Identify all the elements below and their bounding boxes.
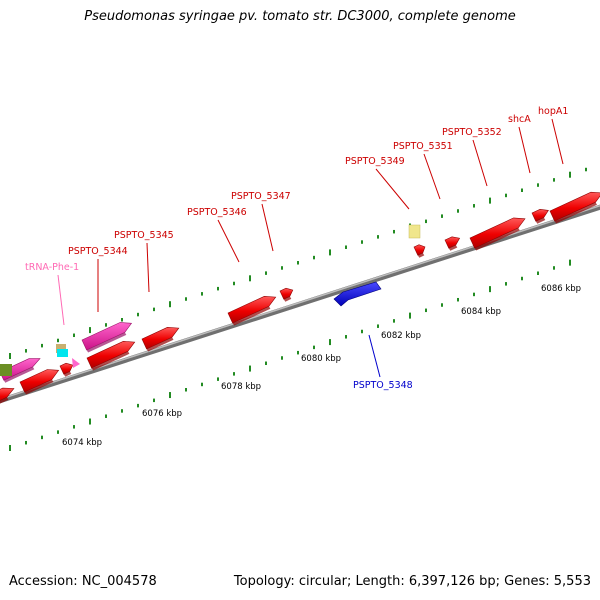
gene-label-pspto-5349[interactable]: PSPTO_5349: [345, 156, 405, 167]
gene-label-hopa1-leader: [551, 118, 564, 165]
misc-feature[interactable]: [0, 364, 12, 376]
gene-label-pspto-5344[interactable]: PSPTO_5344: [68, 246, 128, 257]
cds-feature-pspto-5349[interactable]: [413, 244, 426, 258]
cds-feature[interactable]: [59, 362, 74, 377]
gene-label-pspto-5351-leader: [423, 153, 441, 200]
misc-feature[interactable]: [57, 349, 68, 357]
cds-feature-hopa1[interactable]: [549, 191, 600, 224]
gene-label-pspto-5346[interactable]: PSPTO_5346: [187, 207, 247, 218]
gene-label-pspto-5351[interactable]: PSPTO_5351: [393, 141, 453, 152]
tick-layer: [9, 167, 587, 451]
gene-label-shca[interactable]: shcA: [508, 114, 531, 125]
genome-title: Pseudomonas syringae pv. tomato str. DC3…: [84, 9, 516, 24]
feature-layer: [0, 191, 600, 406]
cds-feature-pspto-5347[interactable]: [279, 287, 294, 302]
misc-feature[interactable]: [56, 344, 66, 353]
kbp-tick-label: 6074 kbp: [62, 438, 102, 448]
kbp-tick-label: 6080 kbp: [301, 354, 341, 364]
kbp-tick-label: 6082 kbp: [381, 331, 421, 341]
gene-label-pspto-5346-leader: [217, 219, 240, 263]
cds-feature-pspto-5345[interactable]: [141, 326, 180, 352]
gene-label-trna-phe-1-leader: [57, 274, 65, 326]
trna-feature[interactable]: [72, 358, 80, 368]
accession-label: Accession: NC_004578: [9, 574, 157, 589]
gene-label-hopa1[interactable]: hopA1: [538, 106, 568, 117]
gene-label-trna-phe-1[interactable]: tRNA-Phe-1: [25, 262, 79, 273]
gene-label-pspto-5345[interactable]: PSPTO_5345: [114, 230, 174, 241]
gene-label-shca-leader: [518, 126, 531, 174]
kbp-tick-label: 6086 kbp: [541, 284, 581, 294]
cds-feature-pspto-5351[interactable]: [444, 236, 461, 251]
misc-feature[interactable]: [408, 224, 421, 239]
gene-label-pspto-5348-leader: [368, 334, 381, 378]
cds-feature-pspto-5352[interactable]: [469, 217, 526, 251]
label-layer: 6074 kbp 6076 kbp 6078 kbp 6080 kbp 6082 kbp…: [25, 106, 581, 448]
cds-feature-shca[interactable]: [531, 208, 549, 224]
gene-label-pspto-5349-leader: [375, 168, 410, 210]
topology-summary: Topology: circular; Length: 6,397,126 bp…: [233, 574, 591, 589]
cds-feature[interactable]: [0, 387, 15, 406]
kbp-tick-label: 6076 kbp: [142, 409, 182, 419]
cds-feature-pspto-5348[interactable]: [333, 281, 382, 307]
gene-label-pspto-5352[interactable]: PSPTO_5352: [442, 127, 502, 138]
rna-feature[interactable]: [81, 322, 133, 353]
gene-label-pspto-5352-leader: [472, 139, 488, 187]
kbp-tick-label: 6078 kbp: [221, 382, 261, 392]
gene-label-pspto-5347-leader: [261, 203, 274, 252]
gene-label-pspto-5347[interactable]: PSPTO_5347: [231, 191, 291, 202]
gene-label-pspto-5345-leader: [146, 242, 150, 293]
cds-feature-pspto-5344[interactable]: [86, 340, 136, 371]
cds-feature-pspto-5346[interactable]: [227, 295, 277, 326]
gene-label-pspto-5348[interactable]: PSPTO_5348: [353, 380, 413, 391]
genome-backbone: [0, 204, 600, 404]
kbp-tick-label: 6084 kbp: [461, 307, 501, 317]
cds-feature[interactable]: [19, 369, 60, 395]
